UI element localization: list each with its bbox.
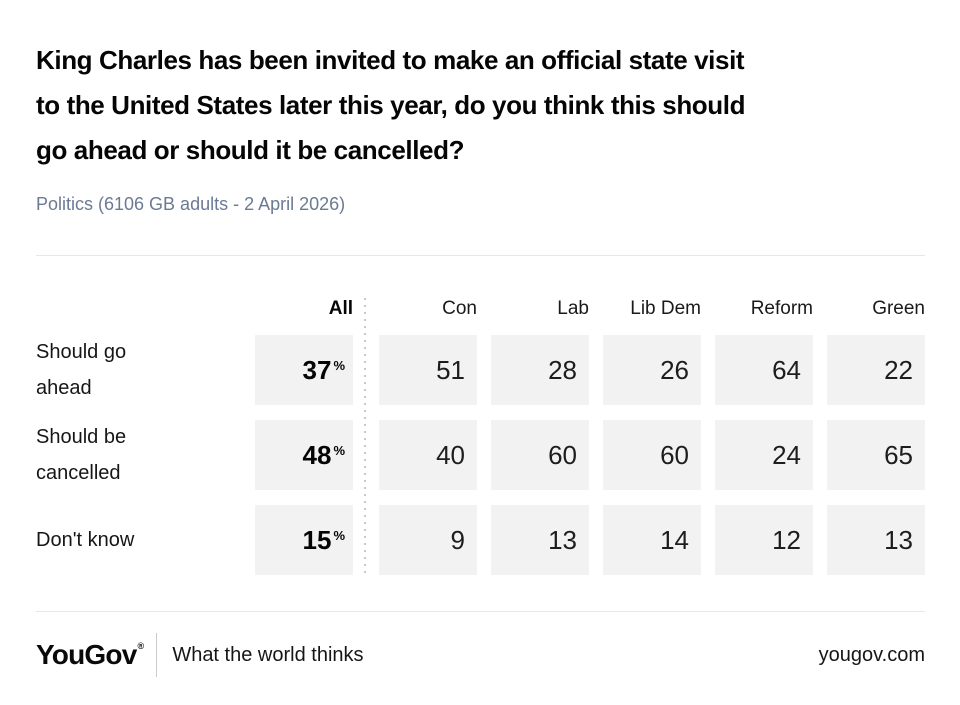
row-label: Don't know xyxy=(36,529,135,551)
cell-reform: 24 xyxy=(715,420,813,490)
column-header-libdem: Lib Dem xyxy=(630,298,701,319)
cell-all: 37% xyxy=(255,335,353,405)
table-row: Don't know 15% 9 13 14 12 13 xyxy=(36,505,925,575)
cell-con: 9 xyxy=(379,505,477,575)
footer: YouGov ® What the world thinks yougov.com xyxy=(36,632,925,678)
survey-meta: Politics (6106 GB adults - 2 April 2026) xyxy=(36,194,346,214)
cell-libdem: 60 xyxy=(603,420,701,490)
footer-vertical-divider xyxy=(156,633,158,677)
cell-all: 48% xyxy=(255,420,353,490)
table-row: Should be cancelled 48% 40 60 60 24 65 xyxy=(36,420,925,490)
cell-reform: 12 xyxy=(715,505,813,575)
top-divider xyxy=(36,255,925,256)
table-header-row: All Con Lab Lib Dem Reform Green xyxy=(36,298,925,320)
cell-lab: 60 xyxy=(491,420,589,490)
cell-all: 15% xyxy=(255,505,353,575)
percent-sign: % xyxy=(333,527,345,543)
column-header-all: All xyxy=(328,298,353,319)
all-vs-parties-separator xyxy=(364,298,366,575)
cell-con: 51 xyxy=(379,335,477,405)
column-header-lab: Lab xyxy=(557,298,589,319)
column-header-con: Con xyxy=(442,298,477,319)
cell-lab: 13 xyxy=(491,505,589,575)
cell-green: 22 xyxy=(827,335,925,405)
column-header-green: Green xyxy=(872,298,925,319)
cell-con: 40 xyxy=(379,420,477,490)
cell-reform: 64 xyxy=(715,335,813,405)
cell-green: 65 xyxy=(827,420,925,490)
table-row: Should go ahead 37% 51 28 26 64 22 xyxy=(36,335,925,405)
bottom-divider xyxy=(36,611,925,612)
column-header-reform: Reform xyxy=(750,298,813,319)
results-table: All Con Lab Lib Dem Reform Green Should … xyxy=(36,298,925,575)
percent-sign: % xyxy=(333,357,345,373)
cell-libdem: 26 xyxy=(603,335,701,405)
page-title: King Charles has been invited to make an… xyxy=(36,45,746,165)
cell-green: 13 xyxy=(827,505,925,575)
cell-lab: 28 xyxy=(491,335,589,405)
yougov-logo: YouGov ® xyxy=(36,639,144,670)
footer-website: yougov.com xyxy=(818,643,925,666)
footer-tagline: What the world thinks xyxy=(172,643,364,666)
row-label: Should go ahead xyxy=(36,341,127,399)
registered-trademark-icon: ® xyxy=(137,641,144,651)
cell-libdem: 14 xyxy=(603,505,701,575)
percent-sign: % xyxy=(333,442,345,458)
row-label: Should be cancelled xyxy=(36,426,127,484)
